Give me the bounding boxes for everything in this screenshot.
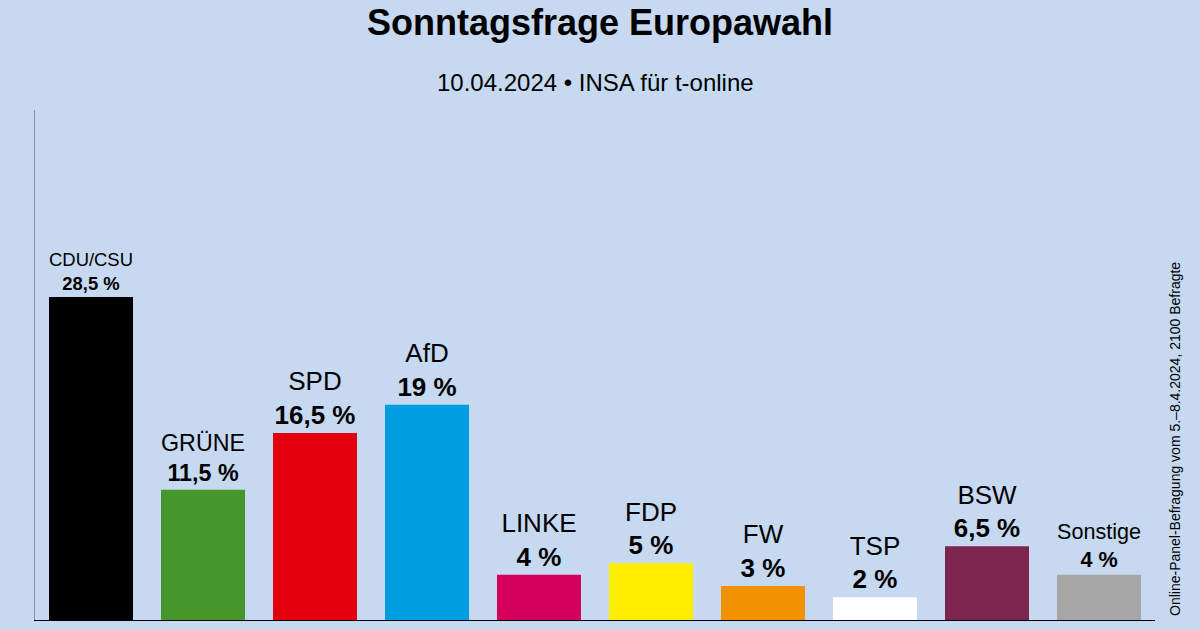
svg-text:GRÜNE11,5 %: GRÜNE11,5 %: [161, 430, 245, 486]
svg-text:CDU/CSU28,5 %: CDU/CSU28,5 %: [49, 249, 133, 294]
svg-text:Sonstige4 %: Sonstige4 %: [1057, 519, 1141, 572]
svg-text:10.04.2024 • INSA für t-online: 10.04.2024 • INSA für t-online: [437, 69, 754, 96]
svg-text:SPD16,5 %: SPD16,5 %: [275, 366, 356, 430]
svg-text:TSP2 %: TSP2 %: [850, 531, 901, 595]
svg-text:BSW6,5 %: BSW6,5 %: [954, 480, 1021, 544]
svg-text:FW3 %: FW3 %: [741, 519, 786, 583]
svg-text:FDP5 %: FDP5 %: [625, 497, 677, 561]
svg-text:Sonntagsfrage Europawahl: Sonntagsfrage Europawahl: [367, 2, 833, 43]
svg-text:AfD19 %: AfD19 %: [397, 338, 456, 402]
svg-text:Online-Panel-Befragung vom 5.–: Online-Panel-Befragung vom 5.–8.4.2024, …: [1167, 262, 1183, 616]
svg-text:LINKE4 %: LINKE4 %: [501, 508, 576, 572]
